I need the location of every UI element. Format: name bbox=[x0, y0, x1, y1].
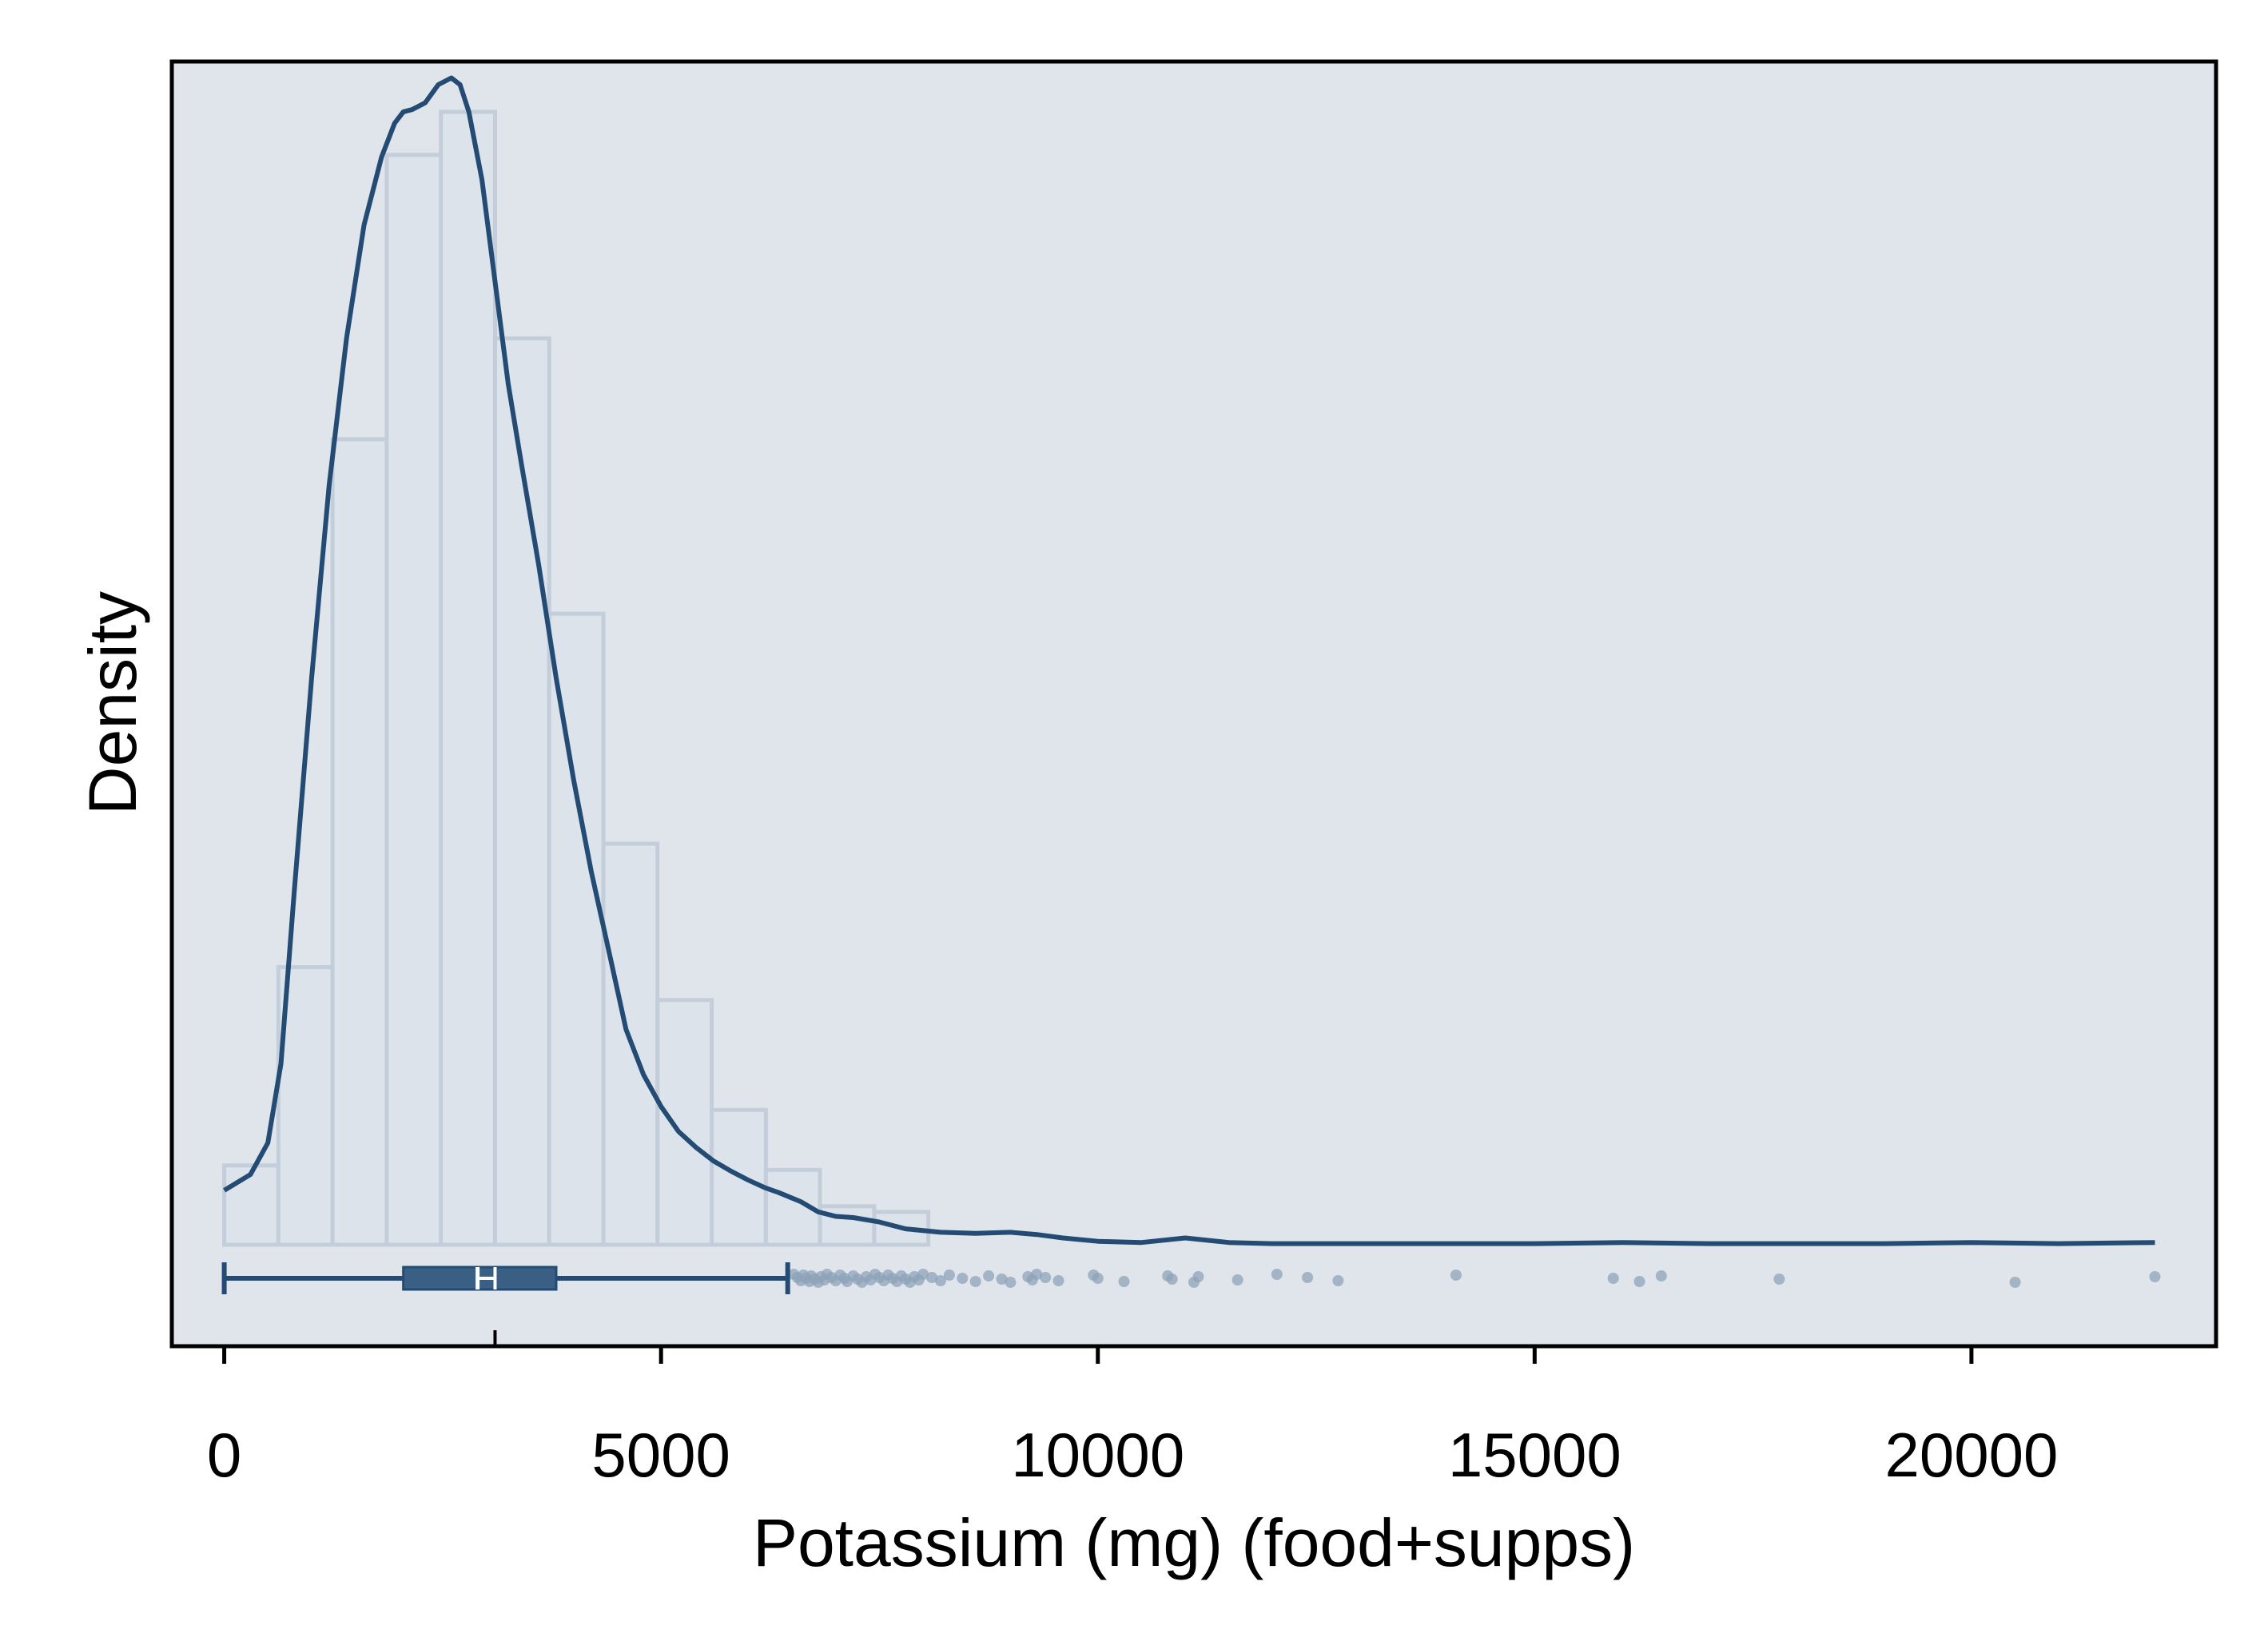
outlier-point bbox=[943, 1270, 955, 1281]
x-axis-ticks: 0 5000 10000 15000 20000 bbox=[207, 1346, 2058, 1490]
histogram-bar bbox=[439, 109, 497, 1247]
outlier-point bbox=[1040, 1272, 1052, 1283]
boxplot-outliers bbox=[788, 1269, 2161, 1288]
outlier-point bbox=[2009, 1277, 2021, 1288]
x-tick-label: 15000 bbox=[1448, 1420, 1621, 1490]
outlier-point bbox=[1092, 1273, 1104, 1284]
outlier-point bbox=[1031, 1269, 1043, 1280]
outlier-point bbox=[969, 1276, 981, 1287]
x-tick-label: 10000 bbox=[1011, 1420, 1184, 1490]
x-tick-label: 0 bbox=[207, 1420, 241, 1490]
outlier-point bbox=[1271, 1269, 1283, 1280]
outlier-point bbox=[1166, 1274, 1178, 1285]
outlier-point bbox=[1052, 1275, 1064, 1286]
histogram-bar bbox=[655, 998, 714, 1247]
outlier-point bbox=[926, 1272, 938, 1283]
outlier-point bbox=[917, 1269, 929, 1280]
histogram-bar bbox=[763, 1167, 822, 1247]
outlier-point bbox=[2149, 1271, 2161, 1282]
histogram-bar bbox=[384, 153, 444, 1247]
x-axis-title: Potassium (mg) (food+supps) bbox=[753, 1505, 1635, 1580]
outlier-point bbox=[1118, 1276, 1130, 1287]
histogram-bars bbox=[222, 109, 931, 1247]
outlier-point bbox=[1192, 1271, 1204, 1282]
outlier-point bbox=[934, 1275, 946, 1286]
outlier-point bbox=[957, 1273, 969, 1284]
outlier-point bbox=[1302, 1272, 1314, 1283]
histogram-bar bbox=[276, 965, 335, 1247]
histogram-bar bbox=[222, 1163, 281, 1247]
histogram-bar bbox=[547, 611, 606, 1247]
outlier-point bbox=[1633, 1276, 1645, 1287]
outlier-point bbox=[1773, 1274, 1785, 1285]
outlier-point bbox=[1655, 1270, 1667, 1281]
histogram-bar bbox=[330, 437, 389, 1247]
density-curve bbox=[223, 75, 2155, 1246]
outlier-point bbox=[1607, 1273, 1619, 1284]
boxplot bbox=[221, 1262, 790, 1346]
histogram-bar bbox=[492, 336, 551, 1247]
outlier-point bbox=[996, 1274, 1008, 1285]
x-tick-label: 5000 bbox=[591, 1420, 730, 1490]
outlier-point bbox=[1005, 1277, 1017, 1288]
x-tick-label: 20000 bbox=[1884, 1420, 2058, 1490]
y-axis-title: Density bbox=[75, 591, 150, 815]
outlier-point bbox=[1332, 1275, 1344, 1286]
outlier-point bbox=[1231, 1274, 1243, 1285]
outlier-point bbox=[1450, 1270, 1462, 1281]
outlier-point bbox=[983, 1270, 995, 1281]
plot-frame bbox=[169, 59, 2218, 1349]
